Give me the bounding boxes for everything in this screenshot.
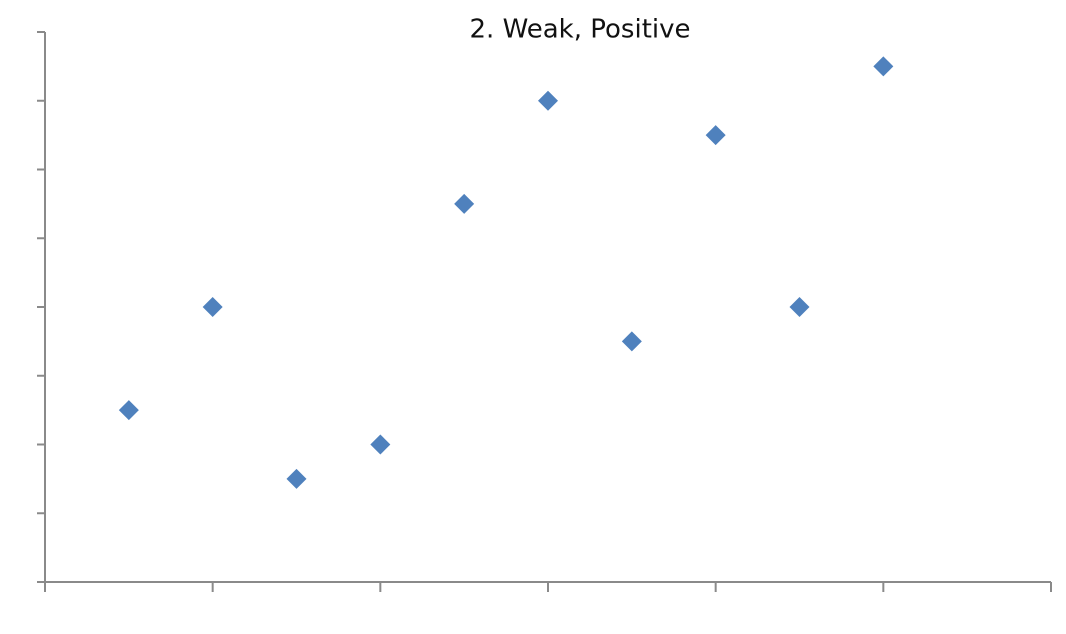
- point: [621, 331, 642, 352]
- chart-title: 2. Weak, Positive: [470, 15, 691, 45]
- point: [538, 90, 558, 111]
- point: [873, 56, 894, 77]
- point: [286, 468, 307, 489]
- point: [370, 434, 391, 455]
- point: [454, 193, 475, 214]
- point: [118, 400, 139, 421]
- point: [202, 297, 223, 317]
- point: [705, 125, 726, 146]
- point: [789, 297, 810, 317]
